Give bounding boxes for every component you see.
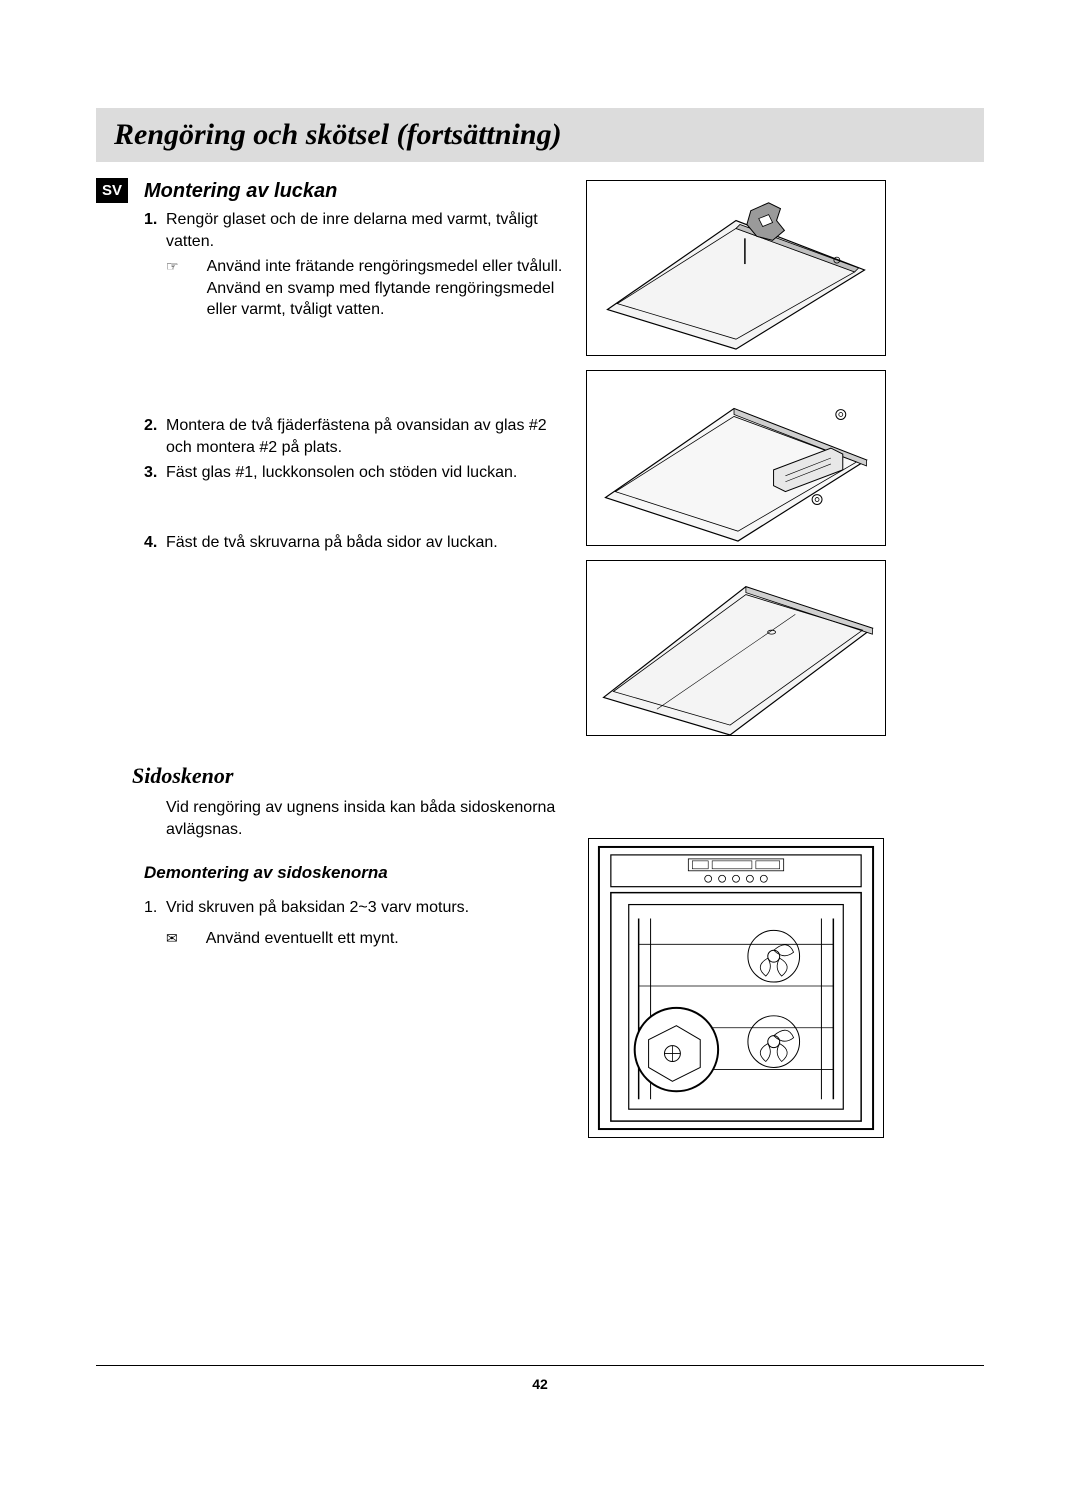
step-number: 1. bbox=[144, 209, 157, 231]
title-bar: Rengöring och skötsel (fortsättning) bbox=[96, 108, 984, 162]
note-row-2: ✉ Använd eventuellt ett mynt. bbox=[144, 928, 564, 950]
page-title: Rengöring och skötsel (fortsättning) bbox=[114, 118, 966, 152]
footer-rule bbox=[96, 1365, 984, 1366]
figure-door-side bbox=[586, 560, 886, 736]
figure-door-corner bbox=[586, 370, 886, 546]
subsection3-heading: Demontering av sidoskenorna bbox=[144, 863, 564, 883]
language-badge: SV bbox=[96, 178, 128, 203]
figure-oven-front bbox=[588, 838, 884, 1138]
step-item: 2. Montera de två fjäderfästena på ovans… bbox=[144, 415, 564, 458]
step-number: 4. bbox=[144, 532, 157, 554]
steps-list-2: 2. Montera de två fjäderfästena på ovans… bbox=[144, 415, 564, 484]
step-number: 3. bbox=[144, 462, 157, 484]
step-text: Vrid skruven på baksidan 2~3 varv moturs… bbox=[166, 899, 469, 916]
step-number: 1. bbox=[144, 897, 157, 919]
instructions-column: Montering av luckan 1. Rengör glaset och… bbox=[144, 180, 564, 1138]
step-number: 2. bbox=[144, 415, 157, 437]
sub3-steps: 1. Vrid skruven på baksidan 2~3 varv mot… bbox=[144, 897, 564, 919]
steps-list-3: 4. Fäst de två skruvarna på båda sidor a… bbox=[144, 532, 564, 554]
step-item: 4. Fäst de två skruvarna på båda sidor a… bbox=[144, 532, 564, 554]
steps-list: 1. Rengör glaset och de inre delarna med… bbox=[144, 209, 564, 252]
step-item: 1. Vrid skruven på baksidan 2~3 varv mot… bbox=[144, 897, 564, 919]
page-number: 42 bbox=[0, 1376, 1080, 1392]
step-text: Rengör glaset och de inre delarna med va… bbox=[166, 211, 538, 250]
step-item: 3. Fäst glas #1, luckkonsolen och stöden… bbox=[144, 462, 564, 484]
step-text: Fäst glas #1, luckkonsolen och stöden vi… bbox=[166, 464, 517, 481]
figure-door-clip bbox=[586, 180, 886, 356]
hand-point-icon: ☞ bbox=[166, 258, 179, 321]
figures-column bbox=[586, 180, 886, 1138]
envelope-icon: ✉ bbox=[166, 930, 178, 950]
step-text: Fäst de två skruvarna på båda sidor av l… bbox=[166, 534, 498, 551]
note-text: Använd inte frätande rengöringsmedel ell… bbox=[207, 256, 564, 321]
note-row: ☞ Använd inte frätande rengöringsmedel e… bbox=[144, 256, 564, 321]
section2-heading: Sidoskenor bbox=[132, 763, 564, 789]
step-item: 1. Rengör glaset och de inre delarna med… bbox=[144, 209, 564, 252]
section1-heading: Montering av luckan bbox=[144, 180, 564, 203]
note-text: Använd eventuellt ett mynt. bbox=[206, 928, 399, 950]
section2-intro: Vid rengöring av ugnens insida kan båda … bbox=[144, 797, 564, 840]
step-text: Montera de två fjäderfästena på ovansida… bbox=[166, 417, 547, 456]
